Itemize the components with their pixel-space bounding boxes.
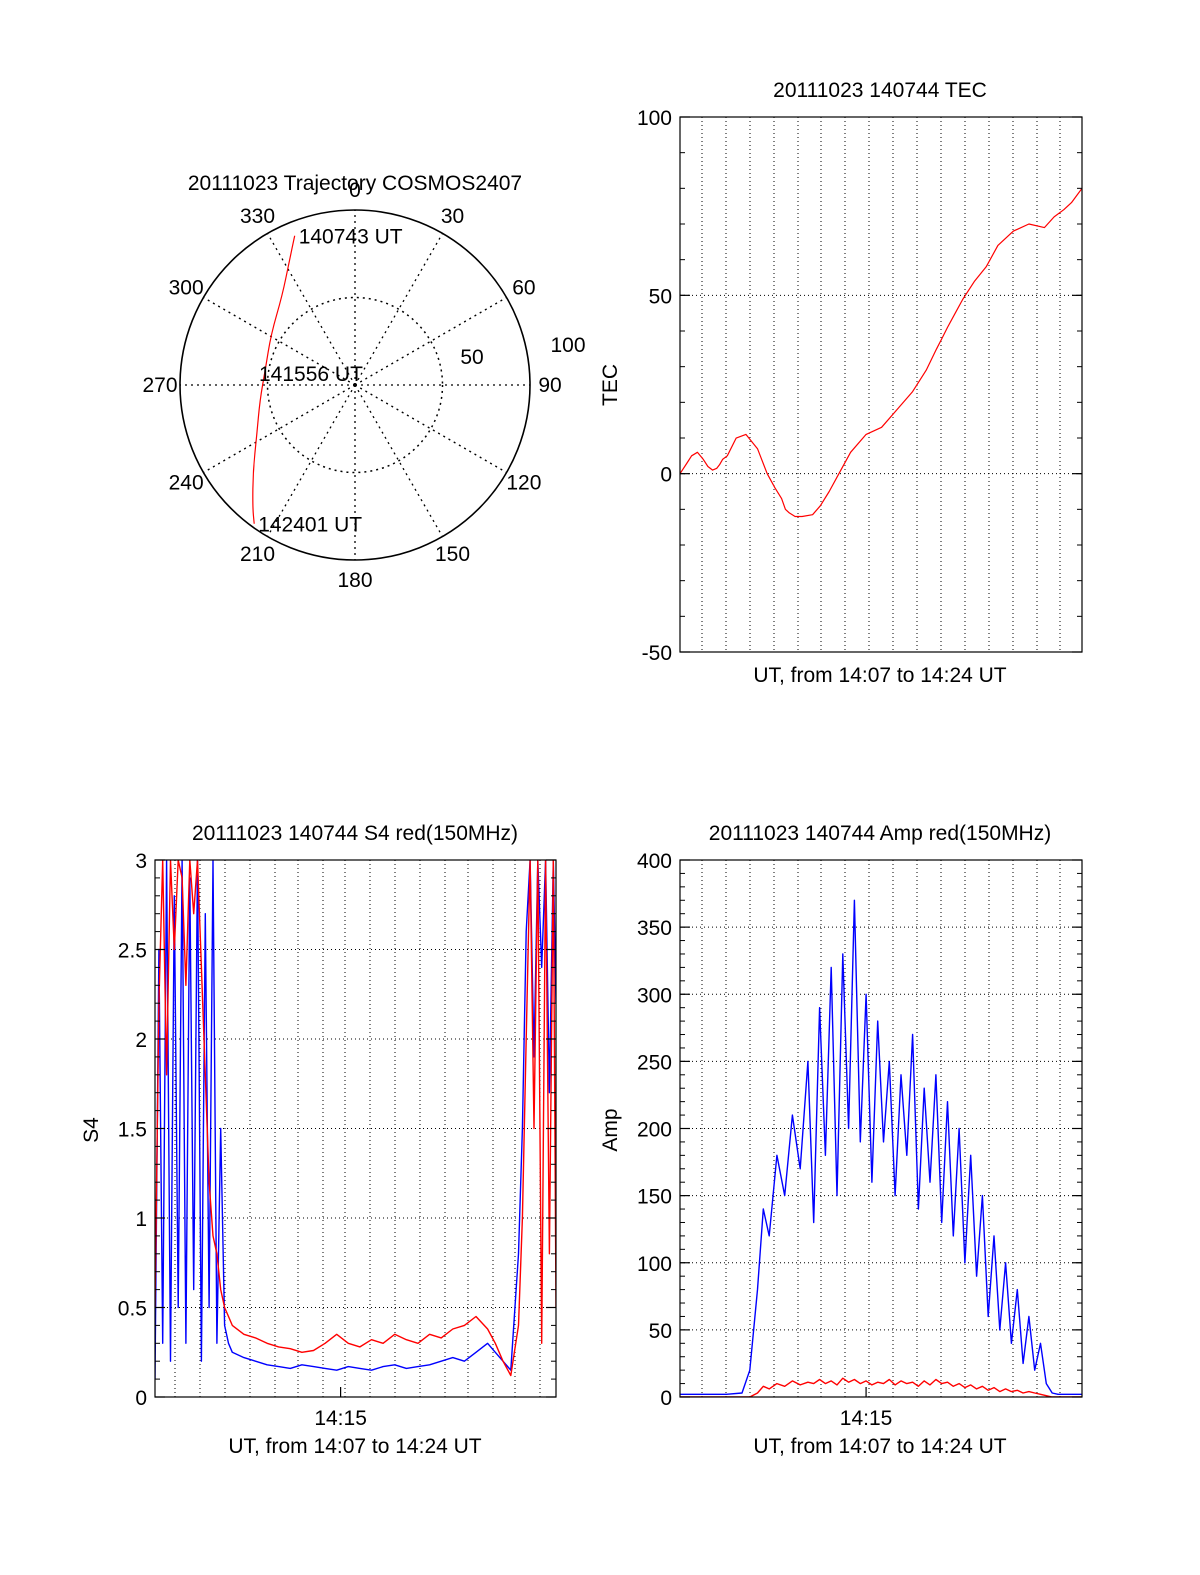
y-tick-label: 0 bbox=[660, 1387, 672, 1410]
y-tick-label: 250 bbox=[637, 1051, 672, 1074]
azimuth-label: 60 bbox=[512, 277, 535, 300]
y-tick-label: 100 bbox=[637, 107, 672, 130]
x-tick-label: 14:15 bbox=[314, 1407, 367, 1430]
s4-ticks: 0 0.5 1 1.5 2 2.5 3 14:15 bbox=[118, 850, 556, 1430]
tec-plot: 20111023 140744 TEC -50 0 50 100 UT, from 1… bbox=[599, 79, 1083, 687]
trajectory-line bbox=[252, 235, 296, 524]
polar-grid bbox=[179, 209, 531, 561]
tec-series bbox=[680, 187, 1082, 518]
azimuth-label: 90 bbox=[538, 374, 561, 397]
series-line bbox=[155, 860, 556, 1377]
azimuth-label: 330 bbox=[240, 205, 275, 228]
polar-spoke bbox=[266, 233, 356, 386]
azimuth-label: 30 bbox=[441, 205, 464, 228]
azimuth-label: 0 bbox=[349, 179, 361, 202]
y-tick-label: 1 bbox=[135, 1208, 147, 1231]
polar-ring-inner bbox=[266, 296, 444, 474]
amp-plot: 20111023 140744 Amp red(150MHz) 0 50 100 15… bbox=[599, 822, 1083, 1458]
y-tick-label: 200 bbox=[637, 1119, 672, 1142]
x-tick-label: 14:15 bbox=[840, 1407, 893, 1430]
y-tick-label: 400 bbox=[637, 850, 672, 873]
y-tick-label: 1.5 bbox=[118, 1119, 147, 1142]
series-line bbox=[680, 899, 1082, 1395]
polar-spoke bbox=[354, 384, 507, 474]
y-tick-label: 3 bbox=[135, 850, 147, 873]
azimuth-label: 270 bbox=[142, 374, 177, 397]
series-line bbox=[155, 860, 556, 1380]
y-tick-label: 300 bbox=[637, 984, 672, 1007]
polar-spoke bbox=[203, 384, 356, 474]
y-tick-label: 0.5 bbox=[118, 1298, 147, 1321]
amp-ylabel: Amp bbox=[599, 1108, 622, 1151]
tec-ticks: -50 0 50 100 bbox=[637, 107, 1082, 665]
tec-ylabel: TEC bbox=[599, 364, 622, 406]
polar-trajectory bbox=[252, 235, 296, 524]
polar-spoke bbox=[203, 296, 356, 386]
amp-title: 20111023 140744 Amp red(150MHz) bbox=[709, 822, 1051, 845]
azimuth-label: 180 bbox=[337, 569, 372, 592]
polar-spoke bbox=[354, 384, 444, 537]
y-tick-label: 0 bbox=[135, 1387, 147, 1410]
s4-ylabel: S4 bbox=[80, 1117, 103, 1143]
polar-labels: 0 30 60 90 120 150 180 210 240 270 300 330 50 100 1407… bbox=[142, 179, 585, 592]
trajectory-polar-plot: 20111023 Trajectory COSMOS2407 0 30 60 90 12… bbox=[142, 172, 585, 592]
y-tick-label: 2 bbox=[135, 1029, 147, 1052]
ring-label: 100 bbox=[550, 334, 585, 357]
azimuth-label: 120 bbox=[506, 472, 541, 495]
amp-ticks: 0 50 100 150 200 250 300 350 400 14:15 bbox=[637, 850, 1082, 1430]
series-line bbox=[680, 187, 1082, 518]
tec-grid bbox=[680, 117, 1082, 652]
y-tick-label: -50 bbox=[642, 642, 672, 665]
polar-ring-outer bbox=[179, 209, 531, 561]
series-line bbox=[680, 1377, 1082, 1397]
time-annotation: 142401 UT bbox=[258, 514, 362, 537]
y-tick-label: 100 bbox=[637, 1253, 672, 1276]
azimuth-label: 300 bbox=[169, 277, 204, 300]
polar-spoke bbox=[354, 296, 507, 386]
tec-frame bbox=[679, 116, 1083, 653]
polar-spoke bbox=[354, 233, 444, 386]
s4-xlabel: UT, from 14:07 to 14:24 UT bbox=[228, 1435, 481, 1458]
tec-xlabel: UT, from 14:07 to 14:24 UT bbox=[753, 664, 1006, 687]
y-tick-label: 2.5 bbox=[118, 940, 147, 963]
y-tick-label: 150 bbox=[637, 1186, 672, 1209]
ring-label: 50 bbox=[460, 346, 483, 369]
azimuth-label: 210 bbox=[240, 543, 275, 566]
s4-plot: 20111023 140744 S4 red(150MHz) 0 0.5 1 1.5 2… bbox=[80, 822, 557, 1458]
time-annotation: 141556 UT bbox=[259, 363, 363, 386]
amp-series bbox=[680, 899, 1082, 1397]
azimuth-label: 240 bbox=[169, 472, 204, 495]
y-tick-label: 0 bbox=[660, 464, 672, 487]
time-annotation: 140743 UT bbox=[299, 226, 403, 249]
polar-spoke bbox=[266, 384, 356, 537]
polar-title: 20111023 Trajectory COSMOS2407 bbox=[188, 172, 522, 195]
s4-series bbox=[155, 860, 556, 1380]
y-tick-label: 350 bbox=[637, 917, 672, 940]
s4-title: 20111023 140744 S4 red(150MHz) bbox=[192, 822, 518, 845]
azimuth-label: 150 bbox=[435, 543, 470, 566]
y-tick-label: 50 bbox=[649, 1320, 672, 1343]
amp-grid bbox=[680, 860, 1082, 1397]
amp-xlabel: UT, from 14:07 to 14:24 UT bbox=[753, 1435, 1006, 1458]
tec-title: 20111023 140744 TEC bbox=[773, 79, 987, 102]
y-tick-label: 50 bbox=[649, 285, 672, 308]
